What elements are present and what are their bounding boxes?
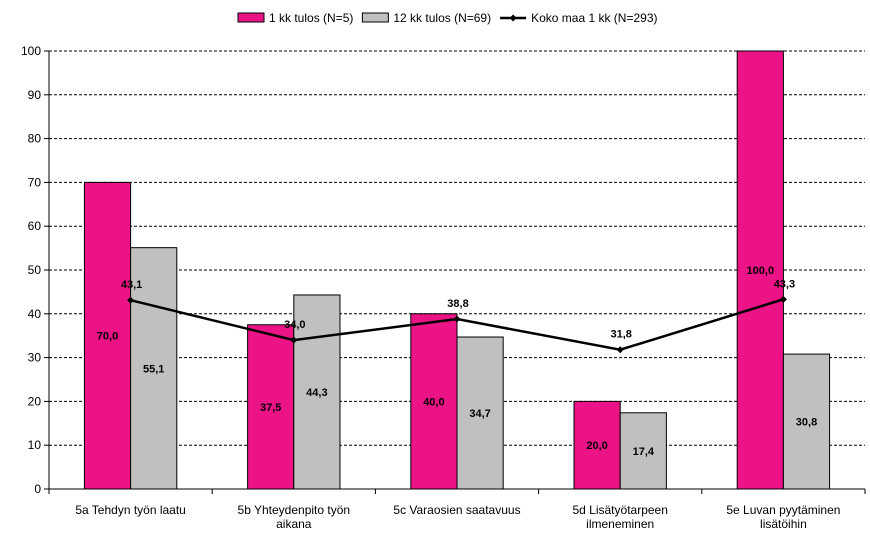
y-tick-label: 40 xyxy=(28,307,42,321)
legend-label: 12 kk tulos (N=69) xyxy=(393,11,491,25)
y-tick-label: 30 xyxy=(28,351,42,365)
bar-data-label: 37,5 xyxy=(260,402,281,414)
bar-data-label: 30,8 xyxy=(796,417,817,429)
series-line xyxy=(127,295,787,354)
line-data-label: 31,8 xyxy=(610,329,631,341)
legend-label: 1 kk tulos (N=5) xyxy=(269,11,353,25)
line-point xyxy=(290,336,298,344)
data-labels: 70,0 37,5 40,0 20,0 100,0 55,1 44,3 34,7 17,4 30,… xyxy=(97,265,817,458)
legend: 1 kk tulos (N=5) 12 kk tulos (N=69) Koko m… xyxy=(237,11,658,25)
bar-data-label: 70,0 xyxy=(97,331,118,343)
y-tick-label: 10 xyxy=(28,438,42,452)
bar xyxy=(130,247,178,490)
bars xyxy=(83,50,831,490)
bar-data-label: 44,3 xyxy=(306,387,327,399)
bar-data-label: 100,0 xyxy=(747,265,775,277)
bar-data-label: 34,7 xyxy=(469,408,490,420)
bar xyxy=(456,336,504,490)
bar-data-label: 17,4 xyxy=(633,446,655,458)
y-tick-label: 70 xyxy=(28,175,42,189)
x-category-label: 5e Luvan pyytäminen lisätöihin xyxy=(726,503,840,531)
legend-swatch xyxy=(237,12,265,23)
line-point xyxy=(779,295,787,303)
legend-marker xyxy=(509,14,517,22)
line-point xyxy=(616,346,624,354)
y-tick-label: 90 xyxy=(28,88,42,102)
y-tick-label: 100 xyxy=(21,44,41,58)
y-tick-label: 0 xyxy=(34,482,41,496)
y-tick-label: 80 xyxy=(28,132,42,146)
line-data-label: 38,8 xyxy=(447,298,468,310)
bar xyxy=(293,294,341,490)
bar xyxy=(736,50,784,490)
x-category-label: 5d Lisätyötarpeen ilmeneminen xyxy=(572,503,667,531)
y-tick-label: 60 xyxy=(28,219,42,233)
x-category-label: 5a Tehdyn työn laatu xyxy=(75,503,186,517)
line-data-label: 43,1 xyxy=(121,279,142,291)
y-tick-label: 20 xyxy=(28,394,42,408)
legend-label: Koko maa 1 kk (N=293) xyxy=(531,11,657,25)
x-category-label: 5b Yhteydenpito työn aikana xyxy=(238,503,351,531)
bar-data-label: 40,0 xyxy=(423,396,444,408)
bar xyxy=(619,412,667,490)
line-data-label: 43,3 xyxy=(774,278,795,290)
bar-data-label: 55,1 xyxy=(143,363,164,375)
bar xyxy=(83,181,132,490)
x-category-label: 5c Varaosien saatavuus xyxy=(393,503,520,517)
line-point xyxy=(453,315,461,323)
legend-swatch xyxy=(361,12,389,23)
bar xyxy=(782,353,831,490)
axes: 0 10 20 30 40 50 60 70 80 90 100 5a Tehdyn työn laa… xyxy=(21,44,866,531)
line-point xyxy=(127,296,135,304)
y-tick-label: 50 xyxy=(28,263,42,277)
line-data-label: 34,0 xyxy=(284,319,305,331)
bar-data-label: 20,0 xyxy=(586,440,607,452)
